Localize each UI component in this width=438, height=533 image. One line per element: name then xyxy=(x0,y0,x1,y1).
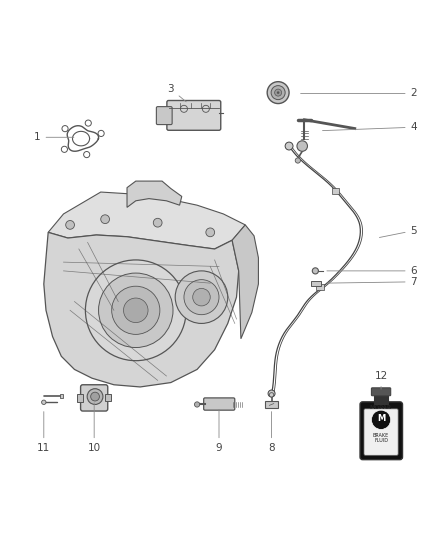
FancyBboxPatch shape xyxy=(371,388,391,395)
Text: MOPAR: MOPAR xyxy=(370,405,392,410)
Circle shape xyxy=(285,142,293,150)
Circle shape xyxy=(371,410,391,430)
Circle shape xyxy=(271,86,285,100)
Circle shape xyxy=(267,82,289,103)
Text: 8: 8 xyxy=(268,411,275,453)
Polygon shape xyxy=(44,232,239,387)
FancyBboxPatch shape xyxy=(364,409,398,455)
Polygon shape xyxy=(127,181,182,207)
Circle shape xyxy=(184,280,219,314)
Circle shape xyxy=(269,393,274,397)
Circle shape xyxy=(124,298,148,322)
Circle shape xyxy=(112,286,160,334)
Circle shape xyxy=(175,271,228,324)
Bar xyxy=(265,401,278,408)
Circle shape xyxy=(297,141,307,151)
Bar xyxy=(311,280,321,286)
FancyBboxPatch shape xyxy=(81,385,108,411)
Circle shape xyxy=(91,392,99,401)
Polygon shape xyxy=(232,225,258,339)
Text: 6: 6 xyxy=(327,266,417,276)
Circle shape xyxy=(66,221,74,229)
Text: M: M xyxy=(377,415,385,423)
Circle shape xyxy=(275,89,282,96)
Text: 9: 9 xyxy=(215,409,223,453)
Circle shape xyxy=(312,268,318,274)
FancyBboxPatch shape xyxy=(156,107,172,125)
Text: 1: 1 xyxy=(34,132,74,142)
Polygon shape xyxy=(48,192,245,249)
Text: FLUID: FLUID xyxy=(374,438,388,443)
Bar xyxy=(316,284,324,290)
Circle shape xyxy=(193,288,210,306)
Text: 5: 5 xyxy=(379,225,417,238)
FancyBboxPatch shape xyxy=(204,398,235,410)
Text: 7: 7 xyxy=(327,277,417,287)
Text: 3: 3 xyxy=(167,84,186,102)
Text: 4: 4 xyxy=(322,122,417,132)
Bar xyxy=(332,188,339,194)
Circle shape xyxy=(277,91,279,94)
Circle shape xyxy=(101,215,110,223)
FancyBboxPatch shape xyxy=(360,402,403,459)
Circle shape xyxy=(99,273,173,348)
Text: 12: 12 xyxy=(374,371,388,389)
Circle shape xyxy=(206,228,215,237)
Circle shape xyxy=(42,400,46,405)
Circle shape xyxy=(87,389,103,405)
Bar xyxy=(60,393,63,398)
Circle shape xyxy=(295,158,300,163)
Circle shape xyxy=(153,219,162,227)
Circle shape xyxy=(85,260,186,361)
Circle shape xyxy=(268,390,275,397)
Bar xyxy=(77,393,83,402)
Circle shape xyxy=(194,402,200,407)
Text: 11: 11 xyxy=(37,411,50,453)
Bar xyxy=(374,395,388,405)
Text: BRAKE: BRAKE xyxy=(373,433,389,438)
Bar xyxy=(105,393,111,401)
Text: 2: 2 xyxy=(300,88,417,99)
FancyBboxPatch shape xyxy=(167,101,221,130)
Text: 10: 10 xyxy=(88,403,101,453)
